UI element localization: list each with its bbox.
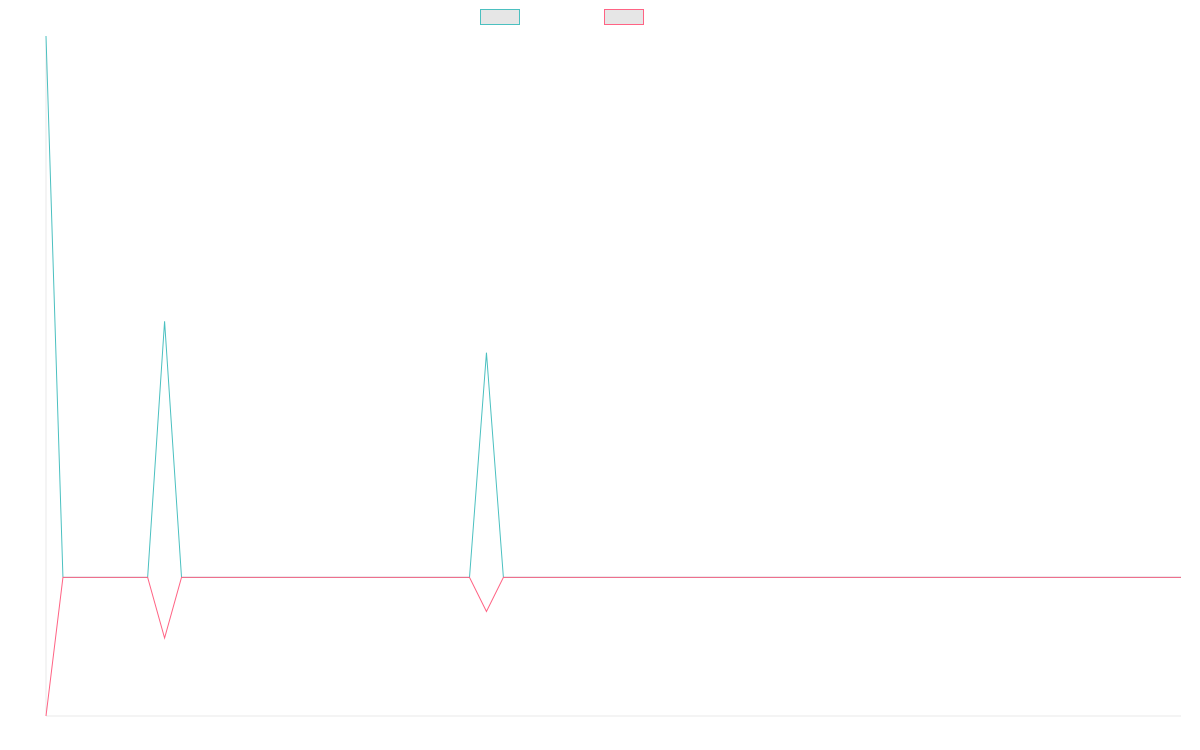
series-layer bbox=[45, 35, 1181, 717]
series-1-line bbox=[45, 35, 1181, 578]
legend-item-series-1[interactable] bbox=[480, 9, 520, 25]
legend-item-series-2[interactable] bbox=[604, 9, 644, 25]
series-2-line bbox=[45, 576, 1181, 717]
